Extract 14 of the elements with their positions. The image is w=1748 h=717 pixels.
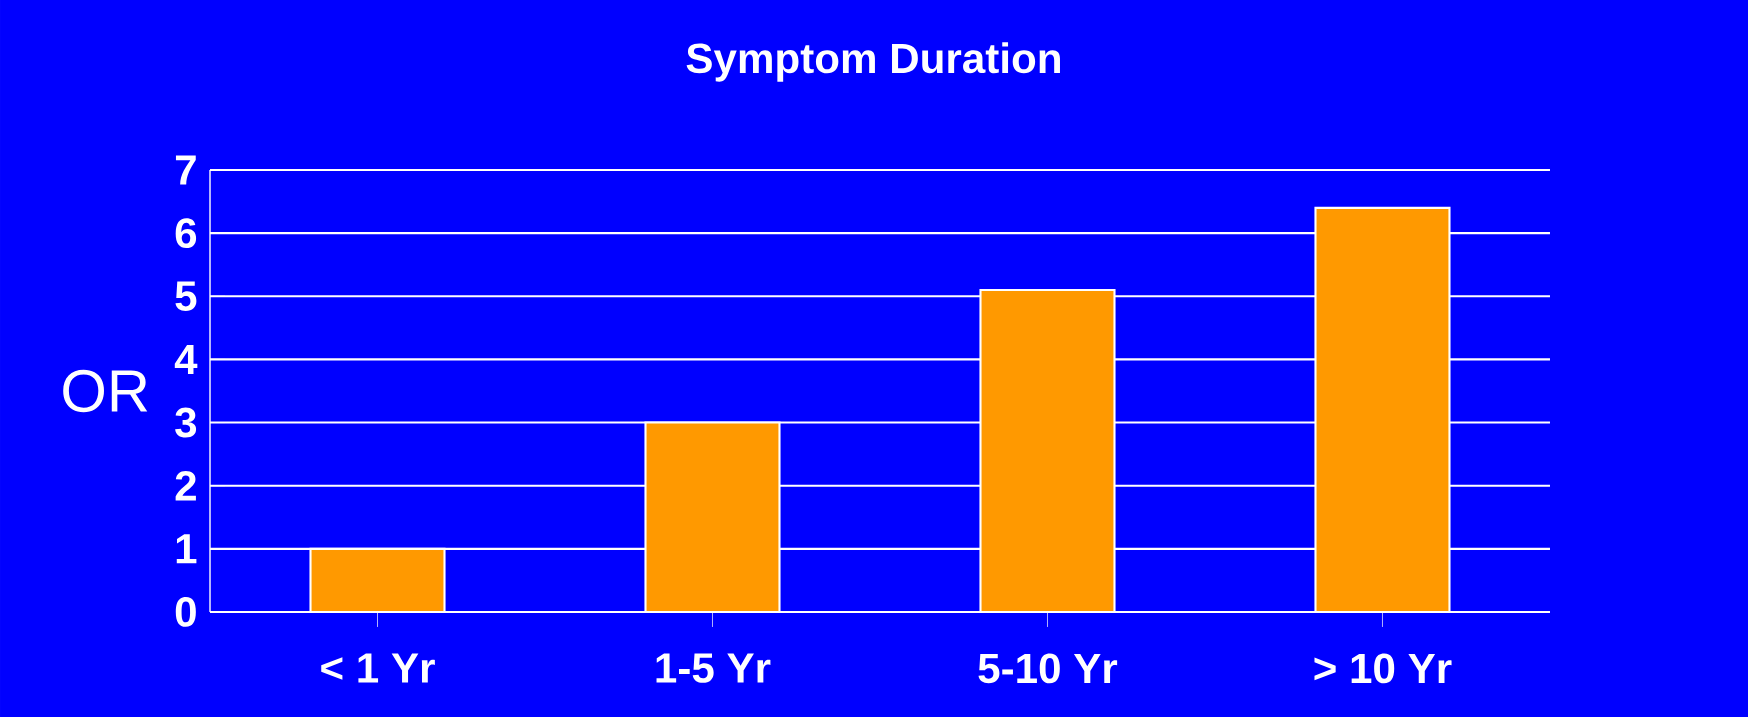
chart-title: Symptom Duration [686,42,1060,82]
x-tick-label: 5-10 Yr [978,653,1118,684]
x-tick-label: 1-5 Yr [656,653,771,683]
y-tick-label: 0 [175,597,196,627]
y-tick-label: 6 [175,218,197,249]
x-tick-label: > 10 Yr [1314,653,1452,684]
y-tick-label: 1 [176,534,197,564]
y-tick-label: 5 [175,281,197,311]
x-tick-label: < 1 Yr [321,653,435,683]
y-tick-label: 2 [175,470,196,501]
y-tick-label: 7 [175,155,196,185]
y-tick-label: 3 [175,407,197,438]
y-tick-label: 4 [174,344,198,374]
y-axis-title: OR [63,369,148,413]
